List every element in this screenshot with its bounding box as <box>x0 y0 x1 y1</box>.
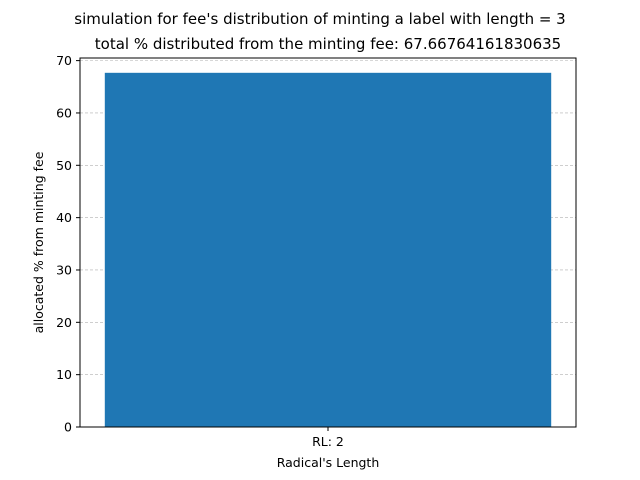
y-tick-label: 70 <box>56 53 72 68</box>
x-axis-label: Radical's Length <box>277 455 380 470</box>
y-axis-label: allocated % from minting fee <box>31 151 46 333</box>
bar <box>104 72 552 427</box>
y-tick-label: 40 <box>56 210 72 225</box>
x-axis-ticks: RL: 2 <box>312 427 344 449</box>
bars <box>104 72 552 427</box>
y-tick-label: 60 <box>56 105 72 120</box>
chart-title-line-2: total % distributed from the minting fee… <box>95 35 561 53</box>
chart-title-line-1: simulation for fee's distribution of min… <box>74 10 565 28</box>
y-tick-label: 30 <box>56 262 72 277</box>
y-tick-label: 10 <box>56 367 72 382</box>
y-tick-label: 50 <box>56 158 72 173</box>
y-tick-label: 20 <box>56 315 72 330</box>
x-tick-label: RL: 2 <box>312 434 344 449</box>
y-axis-ticks: 0 10 20 30 40 50 60 70 <box>56 53 80 435</box>
y-tick-label: 0 <box>64 420 72 435</box>
